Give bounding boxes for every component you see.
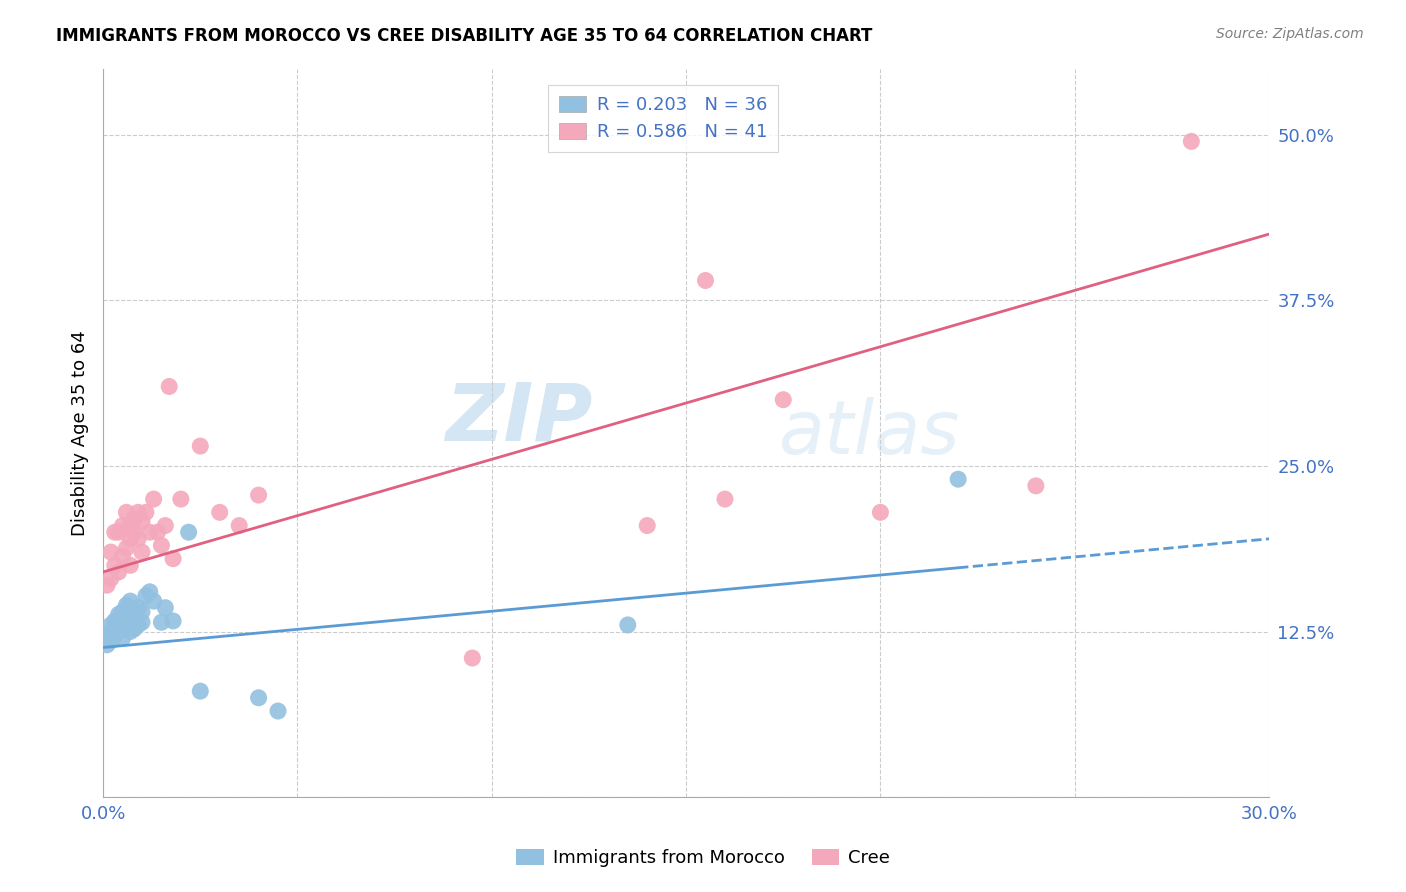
Point xyxy=(120,558,142,573)
Point xyxy=(869,505,891,519)
Point xyxy=(162,551,184,566)
Point xyxy=(247,488,270,502)
Point xyxy=(131,605,153,619)
Point xyxy=(695,273,717,287)
Point xyxy=(946,472,969,486)
Point xyxy=(188,684,211,698)
Point xyxy=(115,598,138,612)
Y-axis label: Disability Age 35 to 64: Disability Age 35 to 64 xyxy=(72,330,89,536)
Point xyxy=(111,621,134,635)
Point xyxy=(100,633,122,648)
Point xyxy=(142,594,165,608)
Legend: R = 0.203   N = 36, R = 0.586   N = 41: R = 0.203 N = 36, R = 0.586 N = 41 xyxy=(548,85,778,152)
Point xyxy=(100,572,122,586)
Point xyxy=(142,491,165,506)
Point xyxy=(104,622,127,636)
Point xyxy=(115,615,138,630)
Point xyxy=(131,515,153,529)
Point xyxy=(96,578,118,592)
Point xyxy=(170,491,193,506)
Point xyxy=(122,525,145,540)
Point xyxy=(122,512,145,526)
Point xyxy=(177,525,200,540)
Point xyxy=(100,618,122,632)
Point xyxy=(127,618,149,632)
Point xyxy=(157,379,180,393)
Point xyxy=(111,518,134,533)
Point xyxy=(131,545,153,559)
Point xyxy=(120,594,142,608)
Point xyxy=(107,624,129,639)
Point xyxy=(120,532,142,546)
Point xyxy=(772,392,794,407)
Point xyxy=(162,614,184,628)
Point xyxy=(115,541,138,555)
Point xyxy=(135,589,157,603)
Point xyxy=(228,518,250,533)
Point xyxy=(96,631,118,645)
Point xyxy=(188,439,211,453)
Point xyxy=(120,624,142,639)
Point xyxy=(104,628,127,642)
Text: ZIP: ZIP xyxy=(446,379,593,458)
Point xyxy=(636,518,658,533)
Point xyxy=(96,638,118,652)
Point xyxy=(111,631,134,645)
Point xyxy=(1180,135,1202,149)
Point xyxy=(139,525,162,540)
Point xyxy=(122,622,145,636)
Point xyxy=(100,545,122,559)
Point xyxy=(100,624,122,639)
Point xyxy=(617,618,640,632)
Legend: Immigrants from Morocco, Cree: Immigrants from Morocco, Cree xyxy=(509,841,897,874)
Point xyxy=(247,690,270,705)
Point xyxy=(146,525,169,540)
Point xyxy=(107,607,129,622)
Point xyxy=(155,600,177,615)
Point xyxy=(122,607,145,622)
Point xyxy=(107,565,129,579)
Point xyxy=(111,605,134,619)
Point xyxy=(150,615,173,630)
Point xyxy=(104,558,127,573)
Point xyxy=(131,615,153,630)
Point xyxy=(461,651,484,665)
Point xyxy=(107,525,129,540)
Point xyxy=(104,525,127,540)
Point xyxy=(1025,479,1047,493)
Point xyxy=(127,532,149,546)
Text: IMMIGRANTS FROM MOROCCO VS CREE DISABILITY AGE 35 TO 64 CORRELATION CHART: IMMIGRANTS FROM MOROCCO VS CREE DISABILI… xyxy=(56,27,873,45)
Point xyxy=(111,549,134,563)
Point xyxy=(155,518,177,533)
Text: Source: ZipAtlas.com: Source: ZipAtlas.com xyxy=(1216,27,1364,41)
Point xyxy=(115,505,138,519)
Point xyxy=(714,491,737,506)
Point xyxy=(139,584,162,599)
Point xyxy=(135,505,157,519)
Text: atlas: atlas xyxy=(779,397,960,469)
Point xyxy=(150,538,173,552)
Point xyxy=(104,614,127,628)
Point xyxy=(120,614,142,628)
Point xyxy=(127,600,149,615)
Point xyxy=(127,505,149,519)
Point xyxy=(267,704,290,718)
Point xyxy=(208,505,231,519)
Point xyxy=(120,518,142,533)
